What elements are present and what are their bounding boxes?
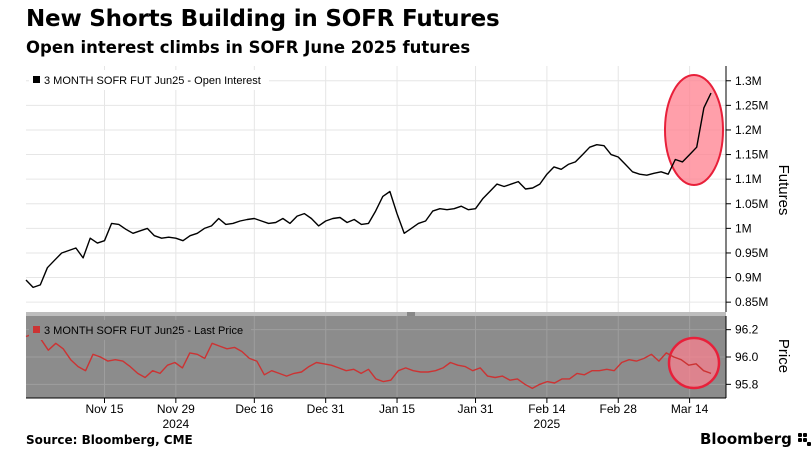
top-y-label: Futures: [775, 165, 792, 216]
top-y-tick-label: 1.3M: [735, 74, 762, 88]
top-y-tick-label: 1.2M: [735, 123, 762, 137]
top-y-tick-label: 0.85M: [735, 295, 768, 309]
chart-title: New Shorts Building in SOFR Futures: [26, 6, 500, 32]
bottom-y-tick-label: 95.8: [735, 377, 759, 391]
bloomberg-logo: Bloomberg: [700, 430, 811, 448]
top-highlight-ellipse: [664, 74, 724, 186]
top-y-tick-label: 1.1M: [735, 172, 762, 186]
top-legend-bg: [29, 70, 269, 90]
top-y-tick-label: 1.05M: [735, 197, 768, 211]
last-price-line: [25, 333, 712, 390]
x-tick-label: Mar 14: [671, 402, 709, 416]
bottom-legend-bg: [29, 320, 251, 340]
open-interest-highlight: [664, 74, 724, 186]
bottom-y-tick-label: 96.0: [735, 350, 759, 364]
top-y-tick-label: 1.25M: [735, 98, 768, 112]
last-price-highlight: [667, 336, 721, 390]
bottom-y-tick-label: 96.2: [735, 323, 759, 337]
panel-divider: [26, 312, 726, 316]
top-y-tick-label: 1.15M: [735, 148, 768, 162]
x-tick-label: Nov 29: [157, 402, 195, 416]
last-price-series: [25, 333, 712, 390]
top-y-axis: 0.85M 0.9M 0.95M 1M 1.05M 1.1M 1.15M 1.2M 1.25M 1…: [725, 66, 768, 312]
bloomberg-mark-icon: [797, 432, 811, 446]
bottom-legend-label: 3 MONTH SOFR FUT Jun25 - Last Price: [44, 325, 243, 337]
open-interest-series: [25, 92, 712, 289]
bottom-highlight-circle: [667, 336, 721, 390]
x-year-label: 2024: [162, 417, 189, 431]
brand-name: Bloomberg: [700, 430, 792, 448]
x-tick-label: Feb 28: [600, 402, 638, 416]
source-note: Source: Bloomberg, CME: [26, 433, 193, 447]
open-interest-line: [25, 92, 712, 289]
x-tick-label: Nov 15: [85, 402, 123, 416]
x-year-label: 2025: [534, 417, 561, 431]
top-panel: [26, 66, 726, 312]
bottom-y-label: Price: [775, 339, 792, 373]
top-legend-label: 3 MONTH SOFR FUT Jun25 - Open Interest: [44, 75, 261, 87]
x-tick-label: Dec 16: [235, 402, 273, 416]
top-y-tick-label: 0.9M: [735, 271, 762, 285]
panel-divider-handle: [407, 312, 415, 316]
bottom-legend-swatch: [33, 326, 40, 333]
x-tick-label: Jan 15: [379, 402, 415, 416]
x-tick-label: Jan 31: [458, 402, 494, 416]
top-legend-swatch: [33, 76, 40, 83]
top-y-tick-label: 0.95M: [735, 246, 768, 260]
top-y-tick-label: 1M: [735, 221, 752, 235]
bottom-y-axis: 95.8 96.0 96.2: [725, 316, 759, 398]
x-tick-label: Dec 31: [307, 402, 345, 416]
x-tick-label: Feb 14: [528, 402, 566, 416]
chart-subtitle: Open interest climbs in SOFR June 2025 f…: [26, 38, 471, 57]
